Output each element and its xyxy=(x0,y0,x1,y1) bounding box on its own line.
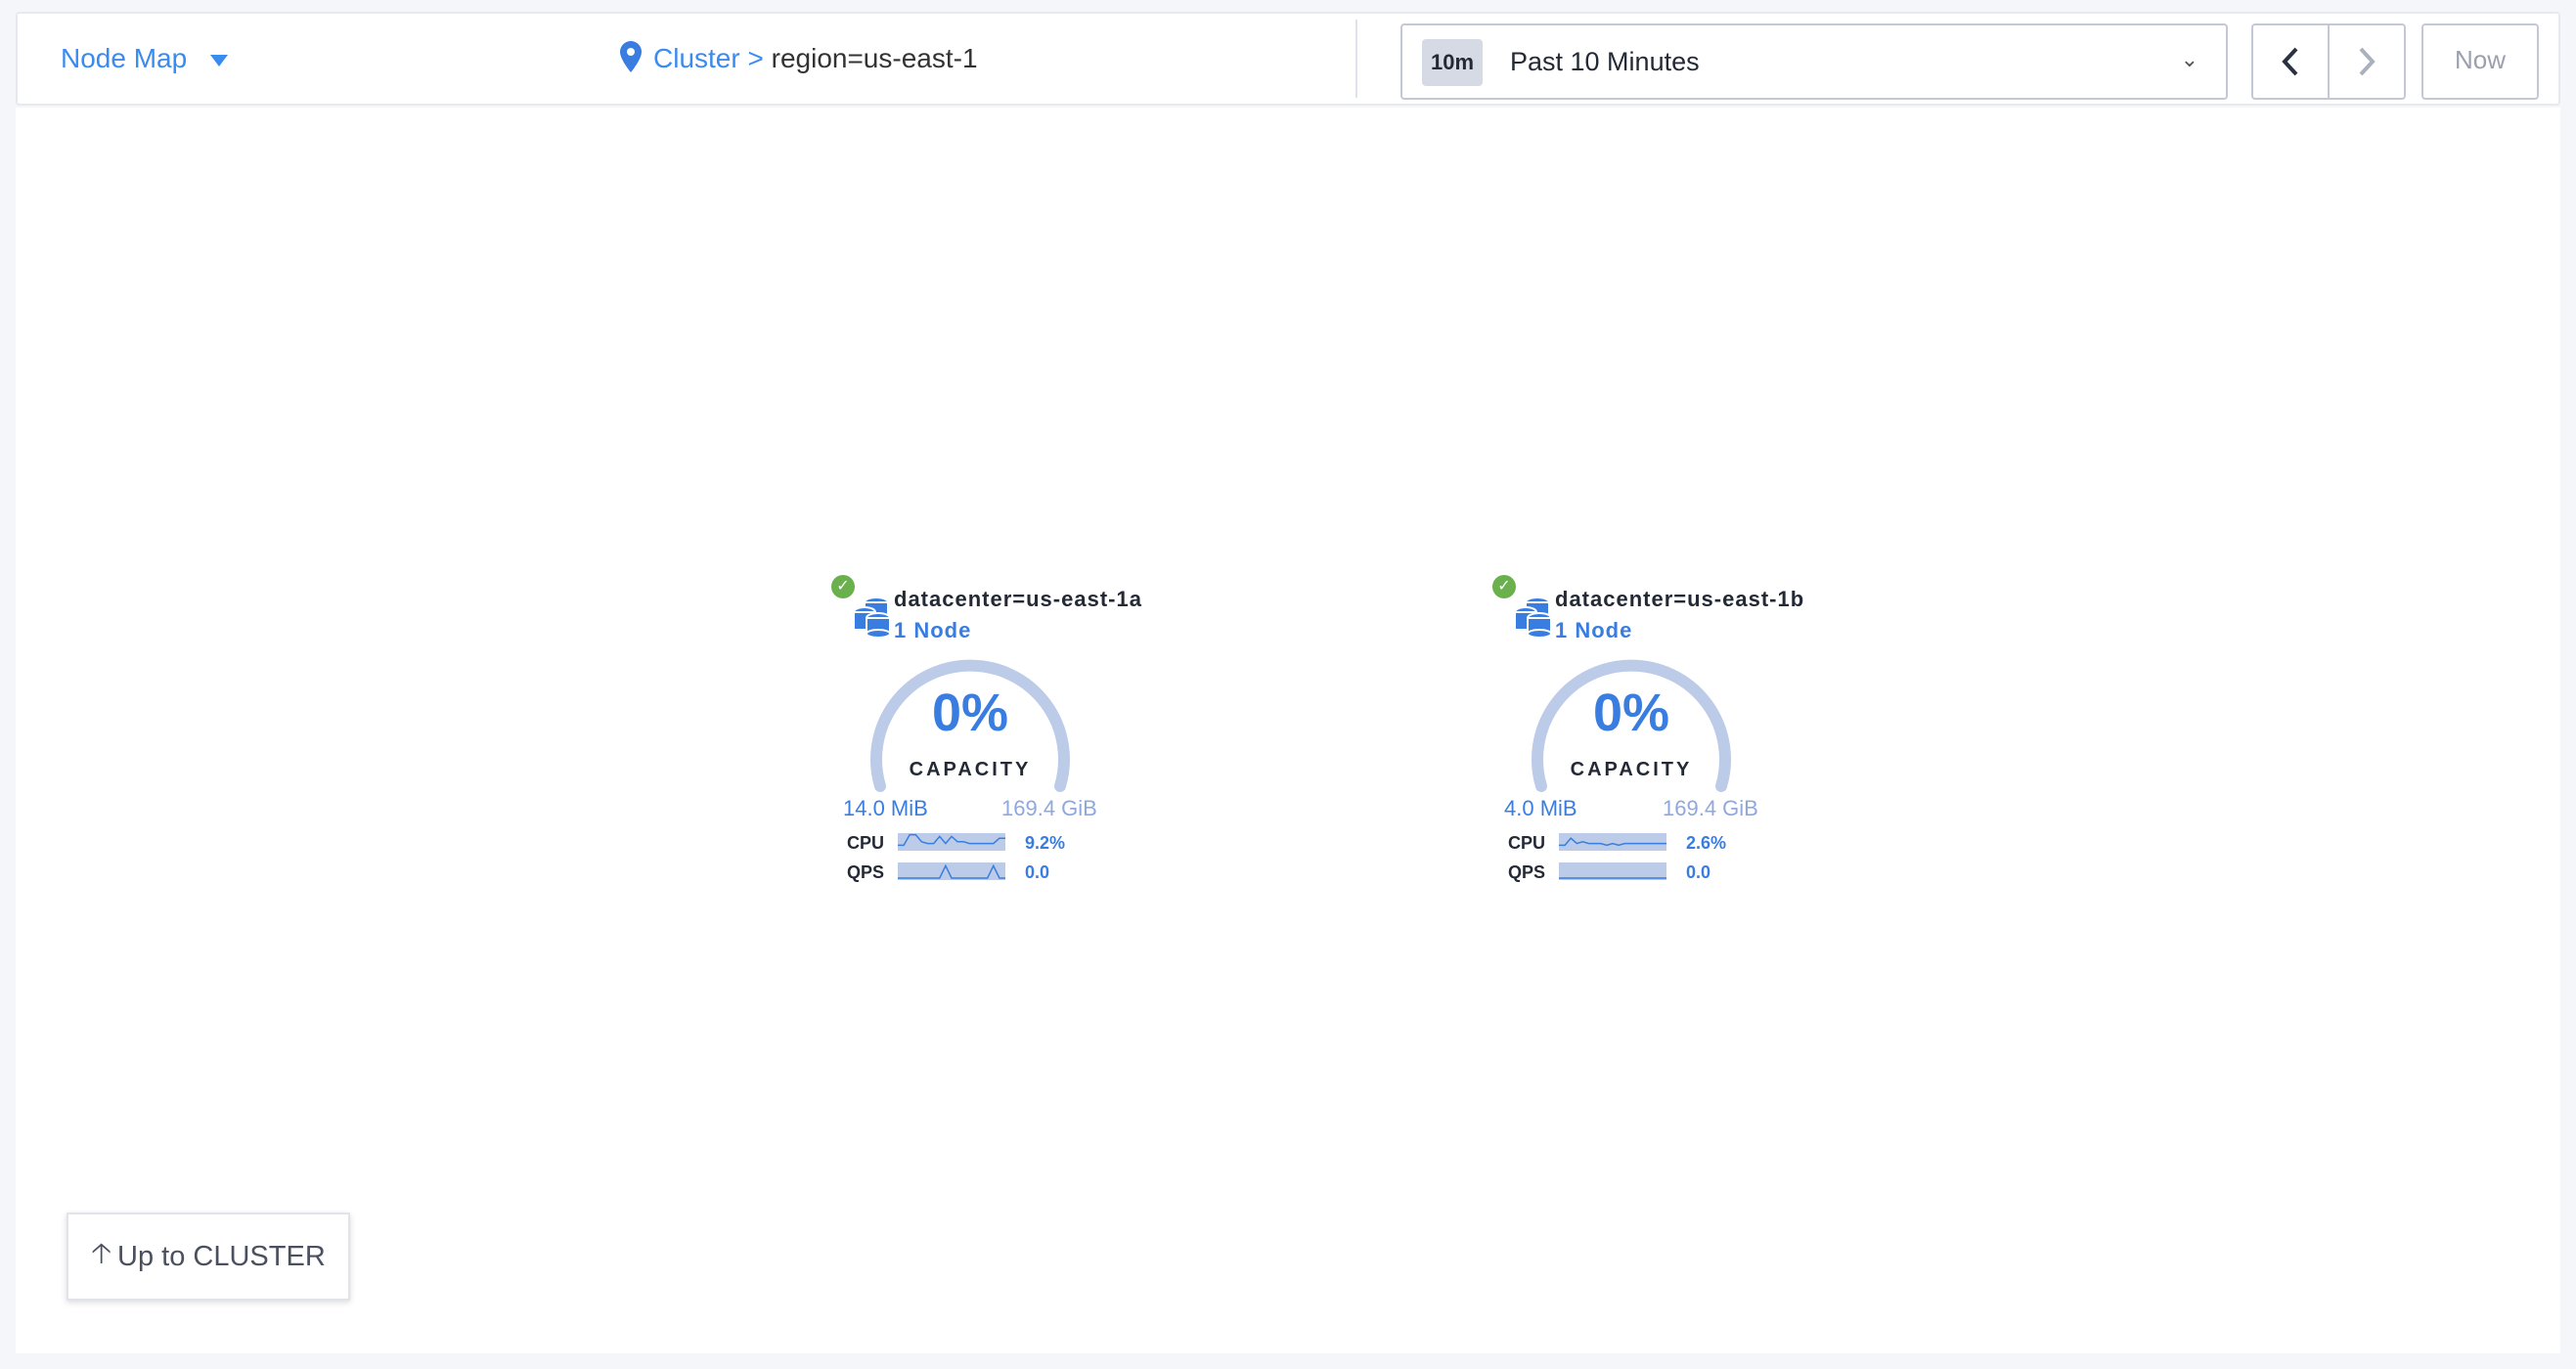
database-stack-icon xyxy=(1514,596,1552,638)
node-count: 1 Node xyxy=(1555,618,1633,642)
top-bar: Node Map Cluster > region=us-east-1 10m … xyxy=(16,12,2560,106)
view-selector-label: Node Map xyxy=(61,43,188,73)
chevron-right-icon xyxy=(2359,47,2376,76)
qps-value: 0.0 xyxy=(1686,862,1711,882)
sparkline xyxy=(898,862,1005,880)
arrow-up-icon: 🡡 xyxy=(91,1237,112,1269)
breadcrumb-cluster-link[interactable]: Cluster xyxy=(653,42,740,73)
time-range-badge: 10m xyxy=(1422,39,1483,86)
node-map-canvas xyxy=(16,108,2560,1353)
up-to-cluster-button[interactable]: 🡡 Up to CLUSTER xyxy=(67,1213,350,1301)
sparkline xyxy=(1559,833,1666,851)
cpu-label: CPU xyxy=(1508,833,1546,853)
cpu-label: CPU xyxy=(847,833,885,853)
total-capacity: 169.4 GiB xyxy=(1663,796,1758,820)
breadcrumb-separator: > xyxy=(747,42,764,73)
capacity-label: CAPACITY xyxy=(909,759,1032,780)
locality-card[interactable]: ✓ datacenter=us-east-1b 1 Node 0% CAPACI… xyxy=(1475,567,1866,900)
previous-time-button[interactable] xyxy=(2253,25,2330,98)
used-capacity: 14.0 MiB xyxy=(843,796,928,820)
time-nav-group xyxy=(2251,23,2406,100)
up-to-cluster-label: Up to CLUSTER xyxy=(117,1240,326,1272)
divider xyxy=(1355,20,1357,98)
qps-sparkline xyxy=(1559,862,1666,885)
qps-label: QPS xyxy=(1508,862,1546,882)
locality-name[interactable]: datacenter=us-east-1a xyxy=(894,587,1142,611)
breadcrumb: Cluster > region=us-east-1 xyxy=(620,41,978,79)
chevron-left-icon xyxy=(2282,47,2298,76)
time-range-select[interactable]: 10m Past 10 Minutes ⌄ xyxy=(1400,23,2228,100)
breadcrumb-current: region=us-east-1 xyxy=(771,42,978,73)
capacity-label: CAPACITY xyxy=(1570,759,1693,780)
healthy-check-icon: ✓ xyxy=(831,575,855,598)
qps-value: 0.0 xyxy=(1025,862,1050,882)
caret-down-icon xyxy=(210,54,229,66)
cpu-sparkline xyxy=(1559,833,1666,856)
cpu-value: 2.6% xyxy=(1686,833,1727,853)
next-time-button[interactable] xyxy=(2330,25,2404,98)
now-button[interactable]: Now xyxy=(2421,23,2539,100)
sparkline xyxy=(898,833,1005,851)
qps-sparkline xyxy=(898,862,1005,885)
node-count: 1 Node xyxy=(894,618,972,642)
sparkline xyxy=(1559,862,1666,880)
qps-label: QPS xyxy=(847,862,885,882)
used-capacity: 4.0 MiB xyxy=(1504,796,1577,820)
capacity-gauge xyxy=(1532,659,1731,792)
capacity-percent: 0% xyxy=(931,684,1009,742)
healthy-check-icon: ✓ xyxy=(1492,575,1516,598)
locality-card[interactable]: ✓ datacenter=us-east-1a 1 Node 0% CAPACI… xyxy=(814,567,1205,900)
chevron-down-icon: ⌄ xyxy=(2180,47,2198,71)
time-range-label: Past 10 Minutes xyxy=(1510,47,1700,76)
locality-name[interactable]: datacenter=us-east-1b xyxy=(1555,587,1805,611)
view-selector-dropdown[interactable]: Node Map xyxy=(61,43,229,74)
capacity-gauge xyxy=(870,659,1070,792)
total-capacity: 169.4 GiB xyxy=(1001,796,1097,820)
cpu-sparkline xyxy=(898,833,1005,856)
database-stack-icon xyxy=(853,596,891,638)
location-pin-icon xyxy=(620,41,642,79)
cpu-value: 9.2% xyxy=(1025,833,1066,853)
capacity-percent: 0% xyxy=(1592,684,1670,742)
